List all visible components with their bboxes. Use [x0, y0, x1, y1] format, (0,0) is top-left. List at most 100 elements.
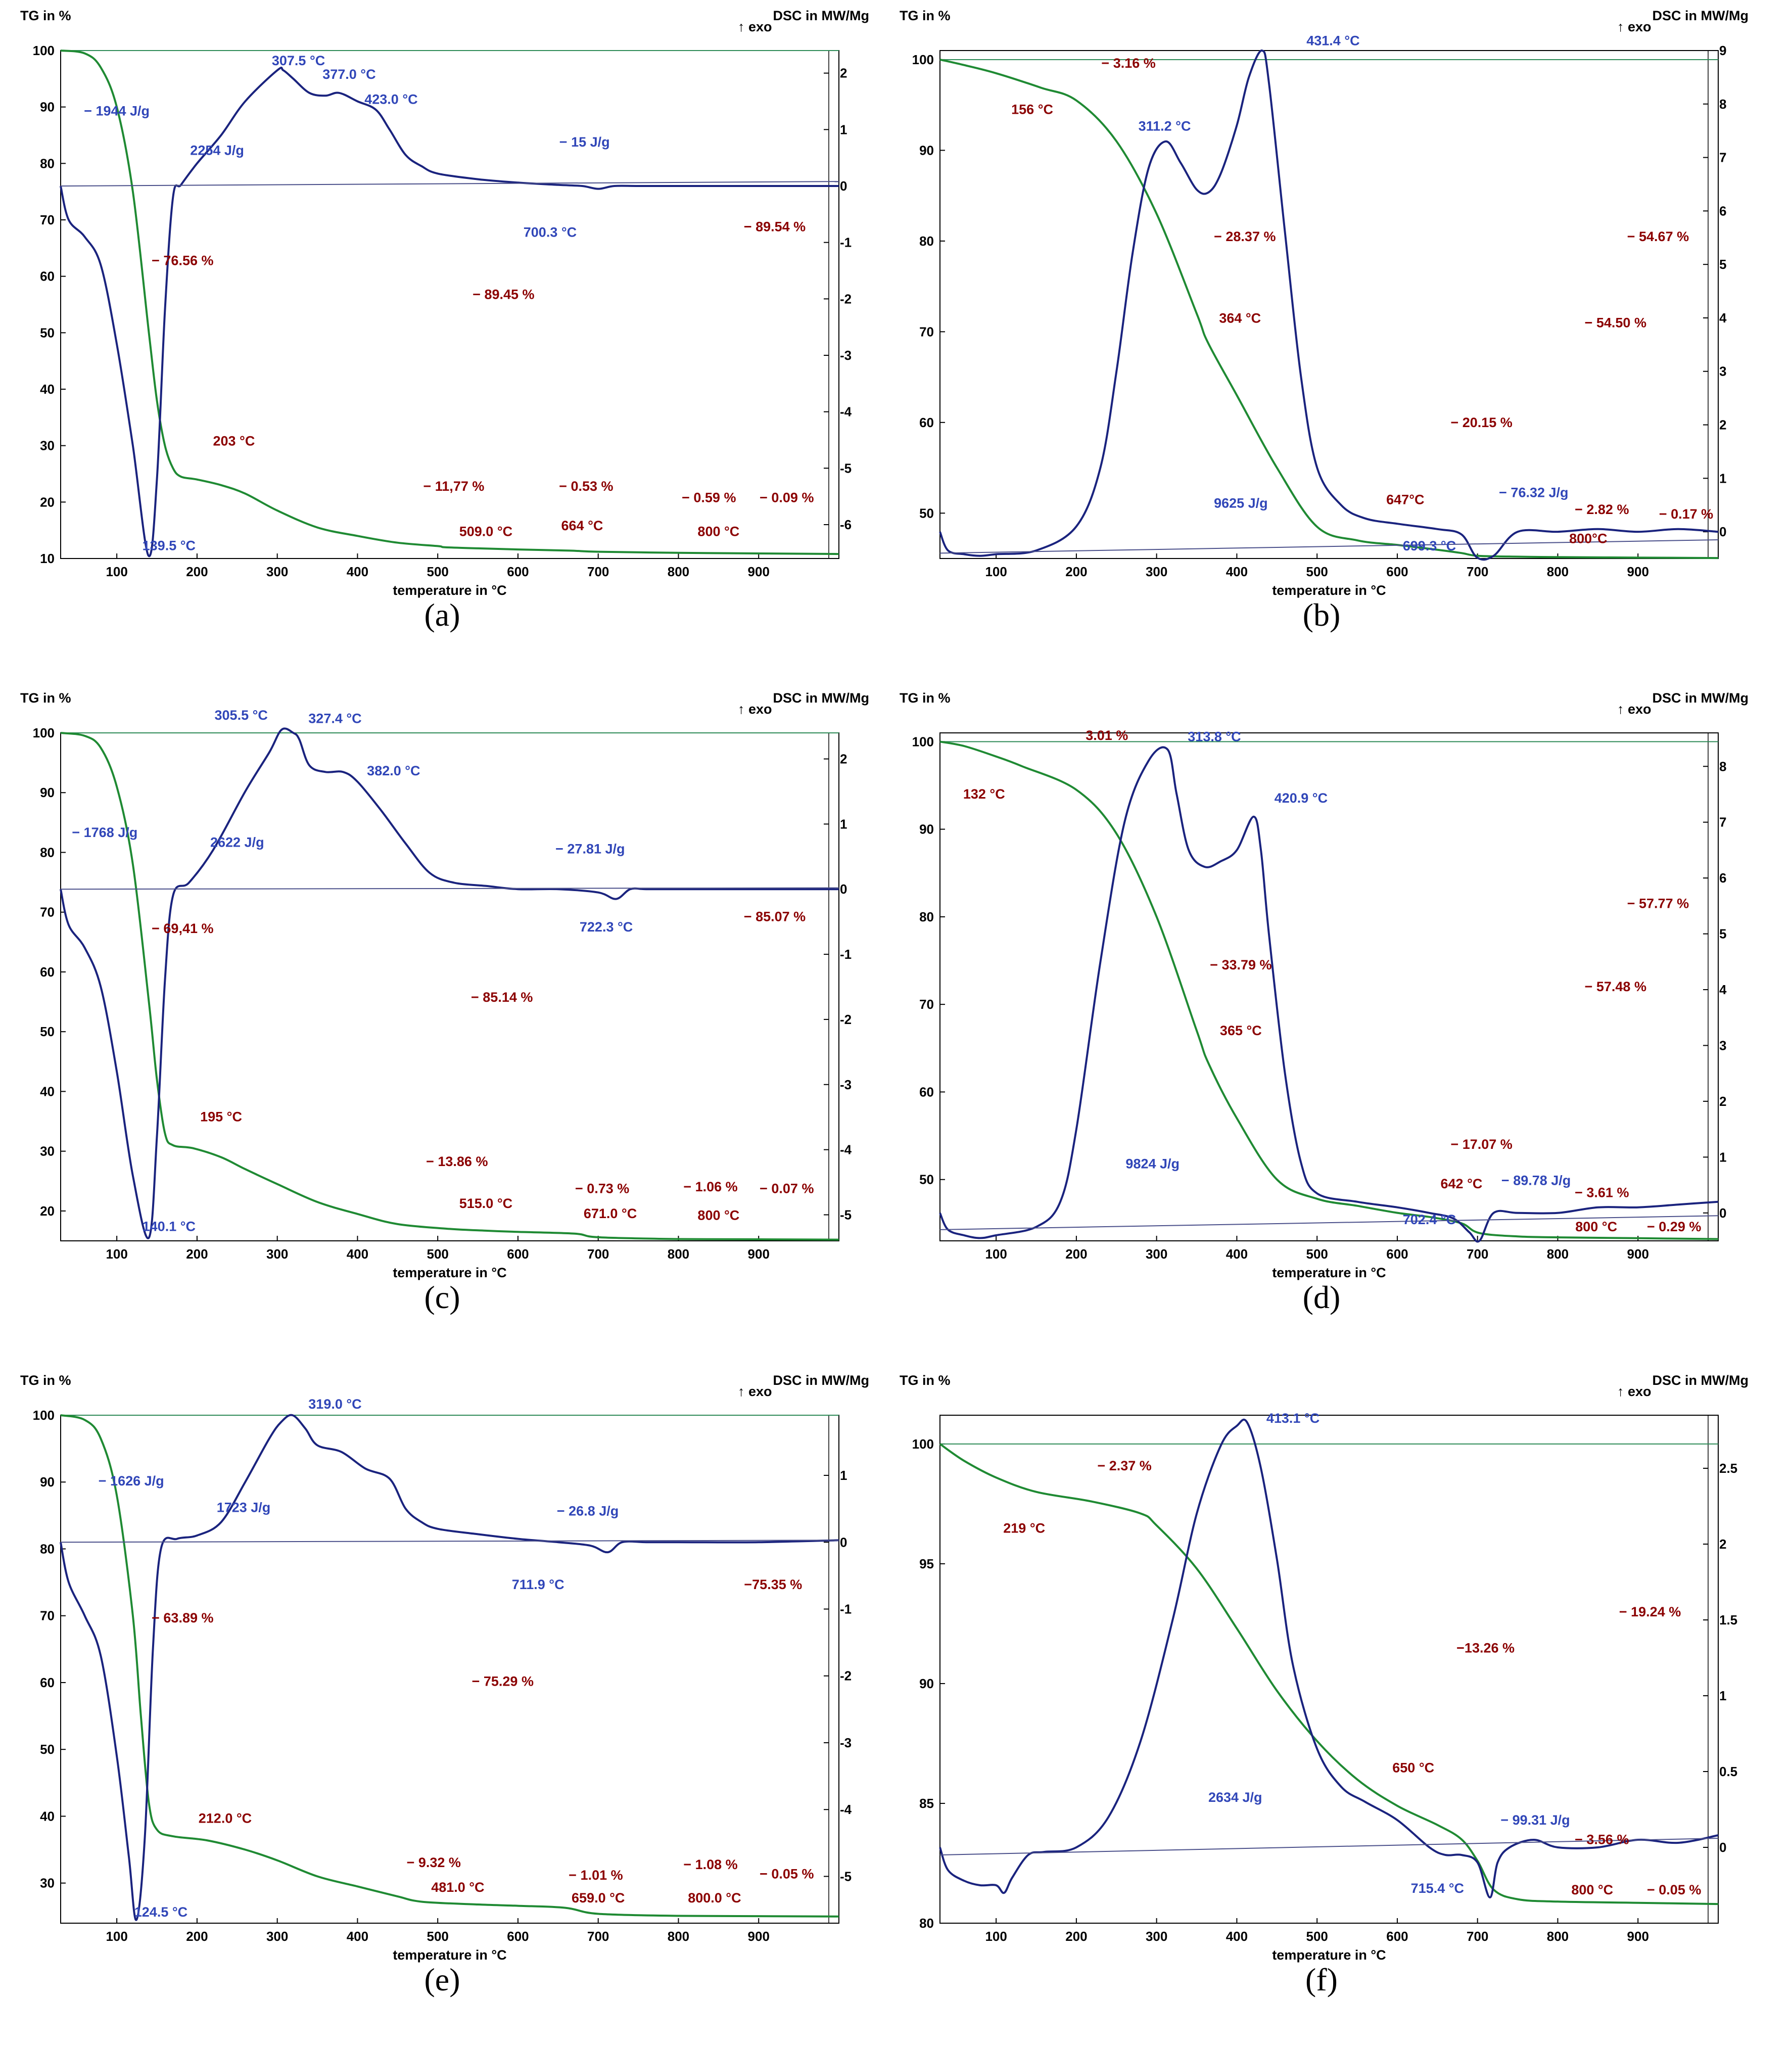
annotation-label: 3.01 %	[1086, 728, 1128, 743]
annotation-label: 212.0 °C	[199, 1811, 252, 1826]
tg-tick-label: 80	[919, 1916, 934, 1931]
dsc-curve	[60, 727, 839, 1239]
annotation-label: − 15 J/g	[559, 134, 610, 150]
x-tick-label: 400	[347, 564, 368, 579]
x-tick-label: 200	[1065, 564, 1087, 579]
tg-tick-label: 30	[40, 438, 55, 453]
annotation-label: 700.3 °C	[524, 225, 577, 240]
annotation-label: 313.8 °C	[1188, 729, 1241, 745]
tg-axis-title: TG in %	[20, 690, 71, 706]
x-tick-label: 700	[587, 1929, 609, 1944]
dsc-tick-label: -2	[840, 1668, 852, 1684]
tg-tick-label: 50	[40, 1024, 55, 1039]
x-tick-label: 900	[1627, 1929, 1649, 1944]
exo-label: ↑ exo	[738, 1384, 772, 1399]
annotation-label: 413.1 °C	[1266, 1411, 1319, 1426]
chart-panel-d: TG in % DSC in MW/Mg ↑ exo temperature in °…	[894, 682, 1749, 1322]
annotation-label: − 76.56 %	[152, 253, 213, 268]
annotation-label: − 11,77 %	[423, 479, 485, 494]
dsc-tick-label: -4	[840, 1142, 852, 1157]
x-tick-label: 600	[507, 1246, 529, 1262]
dsc-tick-label: -2	[840, 291, 852, 306]
annotation-label: 650 °C	[1392, 1760, 1434, 1775]
annotation-label: − 57.48 %	[1585, 979, 1646, 994]
x-tick-label: 600	[1386, 564, 1408, 579]
annotation-label: − 1768 J/g	[72, 825, 137, 840]
annotation-label: − 3.61 %	[1575, 1185, 1629, 1200]
dsc-tick-label: 5	[1719, 257, 1726, 272]
x-tick-label: 700	[587, 564, 609, 579]
tg-tick-label: 100	[33, 725, 55, 740]
annotation-label: − 0.09 %	[760, 490, 814, 505]
annotation-label: − 0.73 %	[575, 1181, 629, 1196]
dsc-tick-label: -1	[840, 235, 852, 250]
dsc-baseline	[939, 539, 1719, 554]
annotation-label: − 3.16 %	[1101, 56, 1155, 71]
annotation-label: 699.3 °C	[1403, 538, 1456, 553]
tg-tick-label: 80	[919, 234, 934, 249]
x-tick-label: 900	[748, 564, 770, 579]
annotation-label: 364 °C	[1219, 310, 1261, 326]
plot-frame	[939, 732, 1719, 1241]
x-tick-label: 700	[587, 1246, 609, 1262]
annotation-label: 132 °C	[963, 786, 1005, 802]
tg-tick-label: 50	[40, 1742, 55, 1757]
annotation-label: − 76.32 J/g	[1499, 485, 1568, 500]
annotation-label: 800 °C	[697, 524, 739, 539]
plot-frame	[60, 1415, 839, 1924]
dsc-tick-label: 4	[1719, 310, 1727, 326]
tg-tick-label: 60	[40, 269, 55, 284]
dsc-tick-label: 0	[840, 1534, 847, 1550]
tg-tick-label: 80	[40, 845, 55, 860]
tg-tick-label: 70	[40, 212, 55, 227]
plot-frame	[939, 1415, 1719, 1924]
annotation-label: 203 °C	[213, 434, 255, 449]
tg-tick-label: 20	[40, 494, 55, 509]
tg-axis-title: TG in %	[900, 8, 951, 23]
annotation-label: − 9.32 %	[407, 1855, 461, 1870]
annotation-label: − 0.07 %	[760, 1181, 814, 1196]
x-tick-label: 400	[1226, 564, 1248, 579]
x-tick-label: 100	[985, 1929, 1007, 1944]
tg-tick-label: 30	[40, 1144, 55, 1159]
annotation-label: 647°C	[1386, 492, 1424, 507]
x-tick-label: 100	[106, 1929, 127, 1944]
annotation-label: − 3.56 %	[1575, 1832, 1629, 1847]
dsc-tick-label: 7	[1719, 150, 1726, 165]
dsc-tick-label: 0	[840, 178, 847, 194]
chart-e-svg: TG in % DSC in MW/Mg↑ exo temperature in °…	[20, 1373, 869, 1963]
x-tick-label: 800	[1547, 1246, 1569, 1262]
x-tick-label: 300	[266, 564, 288, 579]
x-tick-label: 600	[1386, 1929, 1408, 1944]
annotation-label: − 57.77 %	[1627, 896, 1689, 911]
annotation-label: 800 °C	[1571, 1882, 1613, 1897]
tg-axis-title: TG in %	[900, 690, 951, 706]
annotation-label: 2254 J/g	[190, 143, 244, 158]
dsc-axis-title: DSC in MW/Mg	[773, 8, 869, 23]
x-tick-label: 100	[106, 1246, 127, 1262]
annotation-label: 9824 J/g	[1125, 1156, 1180, 1171]
annotation-label: 195 °C	[200, 1109, 242, 1125]
x-tick-label: 800	[1547, 1929, 1569, 1944]
annotation-label: 659.0 °C	[572, 1890, 625, 1905]
dsc-tick-label: -1	[840, 947, 852, 962]
x-tick-label: 100	[985, 564, 1007, 579]
panel-label-a: (a)	[424, 597, 460, 633]
x-tick-label: 900	[1627, 1246, 1649, 1262]
panel-label-d: (d)	[1302, 1279, 1341, 1315]
annotation-label: − 1.08 %	[683, 1857, 737, 1872]
annotation-label: 509.0 °C	[459, 524, 512, 539]
x-tick-label: 800	[668, 1246, 689, 1262]
chart-a-svg: TG in % DSC in MW/Mg↑ exo temperature in °…	[20, 8, 869, 598]
tg-tick-label: 90	[919, 1676, 934, 1691]
x-tick-label: 400	[1226, 1929, 1248, 1944]
annotation-label: − 89.54 %	[744, 219, 806, 234]
annotation-label: 319.0 °C	[308, 1397, 361, 1412]
dsc-tick-label: 0	[840, 881, 847, 897]
x-tick-label: 600	[507, 564, 529, 579]
annotation-label: − 0.05 %	[1647, 1882, 1701, 1897]
tg-tick-label: 70	[40, 905, 55, 920]
dsc-tick-label: 1	[1719, 1149, 1726, 1165]
tg-tick-label: 50	[40, 325, 55, 340]
dsc-tick-label: -1	[840, 1601, 852, 1616]
